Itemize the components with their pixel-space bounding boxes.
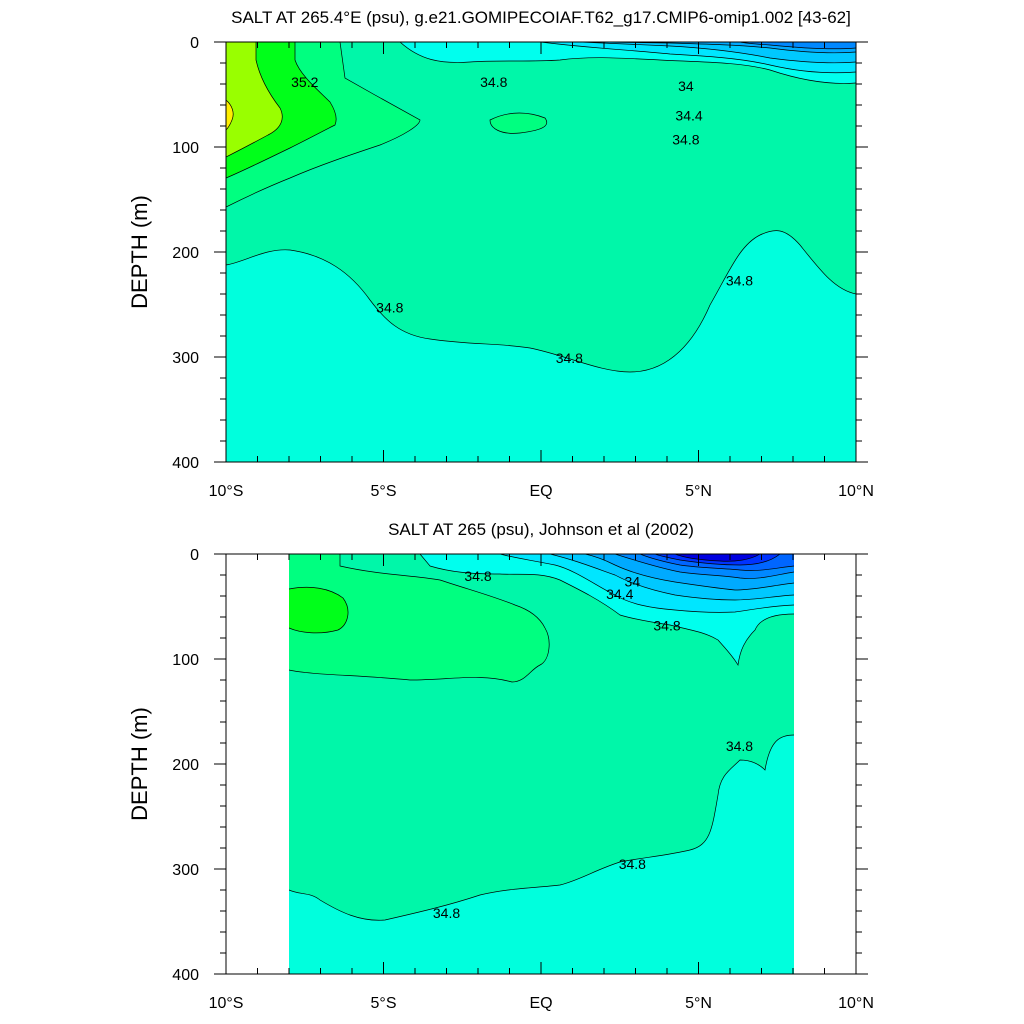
top-isoline-35.2 (226, 42, 337, 179)
bottom-y-tick-label: 300 (172, 862, 199, 879)
top-contour-label: 34 (678, 78, 694, 94)
bottom-y-tick-label: 0 (190, 547, 199, 564)
bottom-contour-lines (289, 554, 794, 921)
bottom-contour-label: 34.8 (619, 856, 646, 872)
top-isoline-34.6 (539, 42, 856, 74)
bottom-contour-label: 34.4 (606, 586, 633, 602)
bottom-chart-title: SALT AT 265 (psu), Johnson et al (2002) (388, 520, 694, 539)
bottom-x-tick-label: 5°N (685, 995, 712, 1012)
top-y-tick-label: 200 (172, 245, 199, 262)
bottom-isoline-33.4 (674, 554, 761, 562)
top-x-tick-label: EQ (529, 483, 552, 500)
top-band-shallow-35.0 (490, 113, 547, 134)
bottom-contour-fill (289, 554, 794, 974)
bottom-isoline-33.8 (639, 554, 794, 571)
top-contour-fill (226, 42, 856, 462)
top-x-tick-label: 10°S (209, 483, 244, 500)
top-isoline-34.0 (739, 42, 856, 50)
bottom-isoline-34.8-shallow (419, 554, 794, 667)
top-contour-label: 34.8 (556, 350, 583, 366)
bottom-y-axis-label: DEPTH (m) (127, 707, 152, 821)
top-band-35.4-35.6 (226, 42, 283, 157)
top-isoline-34.8-deep (226, 230, 856, 373)
top-y-tick-label: 100 (172, 140, 199, 157)
bottom-band-35.0-35.2 (289, 554, 550, 682)
bottom-y-tick-label: 100 (172, 652, 199, 669)
top-contour-lines (226, 42, 856, 373)
bottom-contour-label: 34 (625, 573, 641, 589)
bottom-x-tick-label: 5°S (371, 995, 397, 1012)
top-isoline-34.8-shallow (399, 42, 856, 84)
bottom-y-tick-label: 400 (172, 967, 199, 984)
bottom-isoline-34.6 (499, 554, 794, 613)
top-contour-label: 34.8 (376, 300, 403, 316)
top-contour-label: 34.4 (675, 108, 702, 124)
bottom-panel: SALT AT 265 (psu), Johnson et al (2002) … (127, 520, 874, 1012)
bottom-y-tick-label: 200 (172, 757, 199, 774)
top-contour-label: 35.2 (291, 74, 318, 90)
bottom-band-35.2-35.4 (289, 587, 349, 633)
bottom-band-under-33.4 (675, 554, 760, 562)
top-x-tick-label: 10°N (838, 483, 874, 500)
top-isoline-35.0 (226, 42, 421, 208)
bottom-isoline-35.0 (289, 554, 550, 683)
bottom-x-tick-label: 10°N (838, 995, 874, 1012)
top-y-axis-label: DEPTH (m) (127, 195, 152, 309)
top-y-tick-label: 300 (172, 350, 199, 367)
bottom-contour-label: 34.8 (464, 568, 491, 584)
bottom-contour-label: 34.8 (726, 738, 753, 754)
top-isoline-34.4 (579, 42, 856, 64)
bottom-contour-label: 34.8 (653, 617, 680, 633)
top-x-tick-label: 5°S (371, 483, 397, 500)
bottom-isoline-34.8-deep (289, 734, 794, 921)
top-panel: SALT AT 265.4°E (psu), g.e21.GOMIPECOIAF… (127, 8, 874, 500)
top-isoline-35.0-eq (489, 112, 548, 134)
top-contour-labels: 35.2 34.8 34 34.4 34.8 34.8 34.8 34.8 (291, 74, 753, 366)
bottom-isoline-34.2 (584, 554, 794, 591)
bottom-x-tick-label: EQ (529, 995, 552, 1012)
top-isoline-35.6 (226, 99, 234, 131)
top-isoline-35.4 (226, 42, 283, 158)
bottom-isoline-34.4 (549, 554, 794, 601)
top-contour-label: 34.8 (480, 74, 507, 90)
top-chart-title: SALT AT 265.4°E (psu), g.e21.GOMIPECOIAF… (231, 8, 851, 27)
top-band-under-34.0 (740, 42, 856, 49)
top-x-tick-label: 5°N (685, 483, 712, 500)
top-contour-label: 34.8 (672, 132, 699, 148)
top-contour-label: 34.8 (726, 272, 753, 288)
top-axes-ticks: 10°S 5°S EQ 5°N 10°N 0 100 200 300 400 (172, 35, 874, 500)
bottom-isoline-35.2 (289, 586, 349, 634)
bottom-isoline-33.6 (654, 554, 781, 566)
top-y-tick-label: 0 (190, 35, 199, 52)
bottom-contour-label: 34.8 (433, 905, 460, 921)
bottom-x-tick-label: 10°S (209, 995, 244, 1012)
top-isoline-34.2 (599, 42, 856, 54)
bottom-isoline-34.0 (614, 554, 794, 579)
bottom-axes-ticks: 10°S 5°S EQ 5°N 10°N 0 100 200 300 400 (172, 547, 874, 1012)
top-y-tick-label: 400 (172, 455, 199, 472)
